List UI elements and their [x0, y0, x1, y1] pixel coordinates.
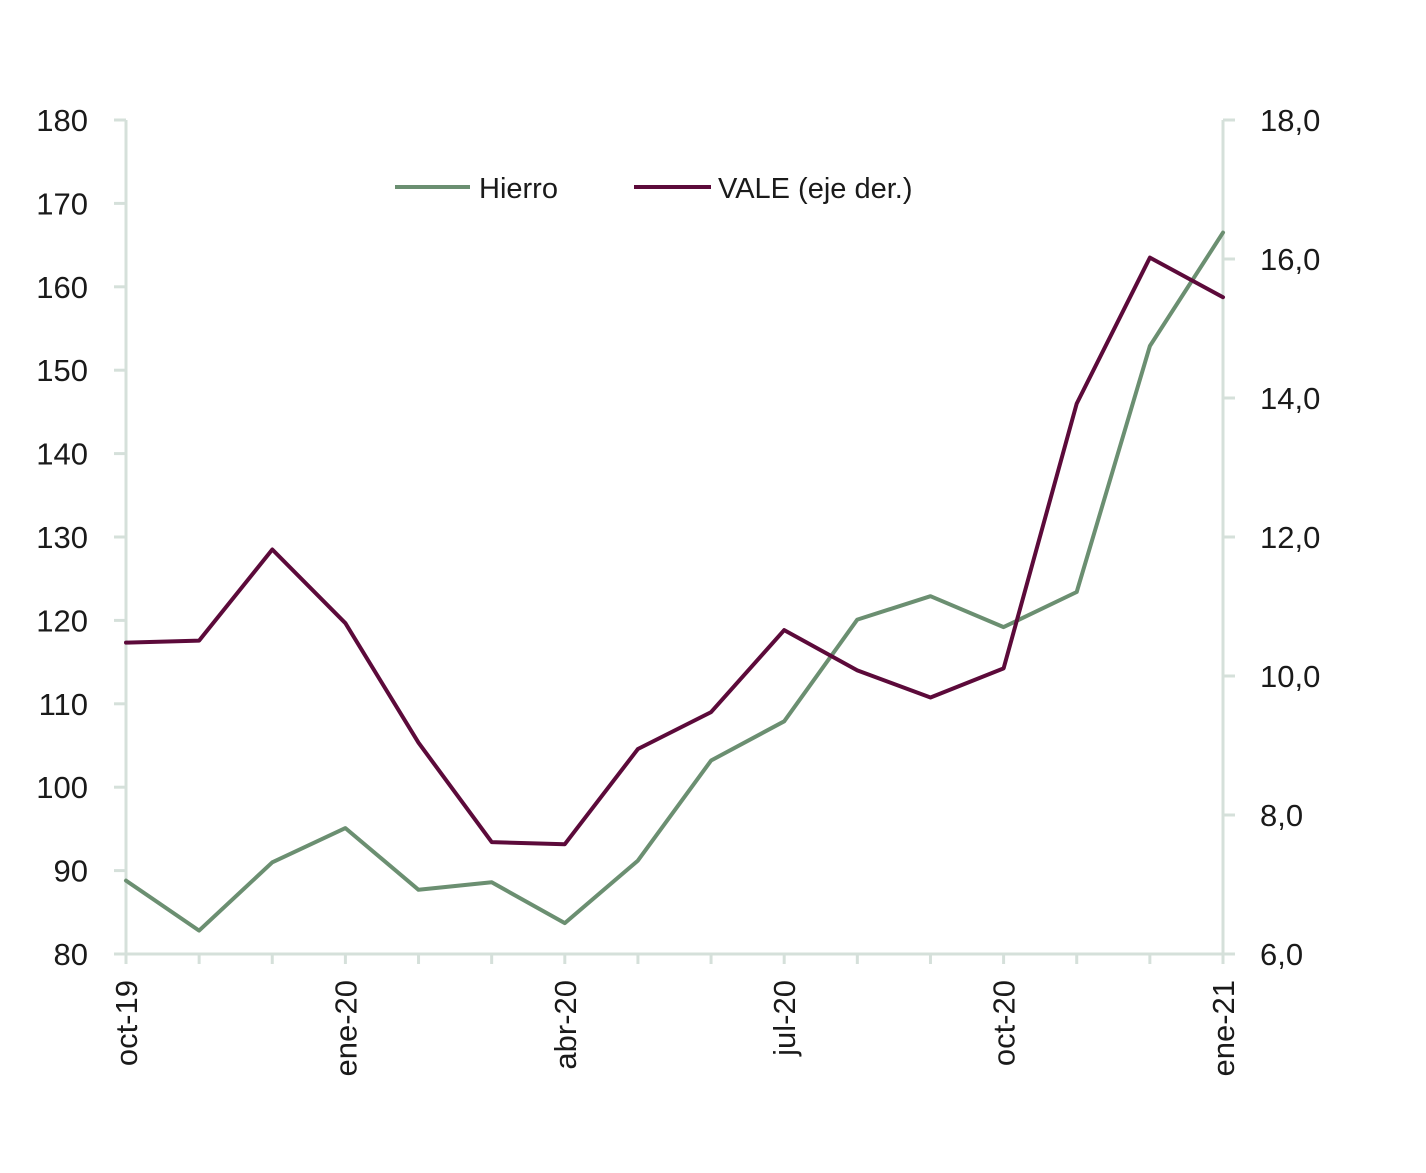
y-left-tick-label: 160: [36, 270, 88, 305]
y-right-tick-label: 6,0: [1260, 937, 1303, 972]
axes: [114, 118, 1235, 964]
x-tick-label: ene-21: [1206, 980, 1241, 1077]
series-line-vale: [124, 255, 1225, 847]
x-tick-label: oct-20: [987, 980, 1022, 1066]
y-right-tick-label: 10,0: [1260, 659, 1320, 694]
y-right-tick-label: 12,0: [1260, 520, 1320, 555]
series-layer: [124, 230, 1225, 933]
y-right-tick-label: 16,0: [1260, 242, 1320, 277]
x-tick-label: ene-20: [328, 980, 363, 1077]
x-tick-label: abr-20: [548, 980, 583, 1070]
y-left-tick-label: 120: [36, 603, 88, 638]
y-left-tick-label: 100: [36, 770, 88, 805]
y-right-tick-label: 18,0: [1260, 103, 1320, 138]
x-tick-label: jul-20: [767, 980, 802, 1057]
y-left-tick-label: 150: [36, 353, 88, 388]
y-left-tick-label: 130: [36, 520, 88, 555]
y-left-tick-label: 80: [54, 937, 88, 972]
y-right-tick-label: 14,0: [1260, 381, 1320, 416]
series-line-hierro: [124, 230, 1225, 933]
legend-label-hierro: Hierro: [479, 173, 558, 205]
y-right-tick-label: 8,0: [1260, 798, 1303, 833]
legend: Hierro VALE (eje der.): [395, 173, 913, 205]
y-left-tick-label: 90: [54, 854, 88, 889]
legend-label-vale: VALE (eje der.): [718, 173, 913, 205]
y-left-tick-label: 140: [36, 437, 88, 472]
y-left-tick-label: 180: [36, 103, 88, 138]
x-tick-label: oct-19: [109, 980, 144, 1066]
y-left-tick-label: 110: [39, 687, 88, 722]
tick-labels: 80 90 100 110 120 130 140 150 160 170 180 6,0 8,0 10,…: [36, 103, 1320, 1077]
y-left-tick-label: 170: [36, 186, 88, 221]
